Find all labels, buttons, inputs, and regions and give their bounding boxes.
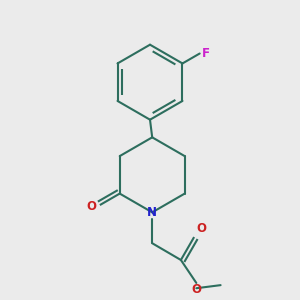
Text: N: N xyxy=(147,206,157,219)
Text: O: O xyxy=(87,200,97,213)
Text: O: O xyxy=(191,283,201,296)
Text: F: F xyxy=(202,47,210,60)
Text: O: O xyxy=(196,222,206,235)
